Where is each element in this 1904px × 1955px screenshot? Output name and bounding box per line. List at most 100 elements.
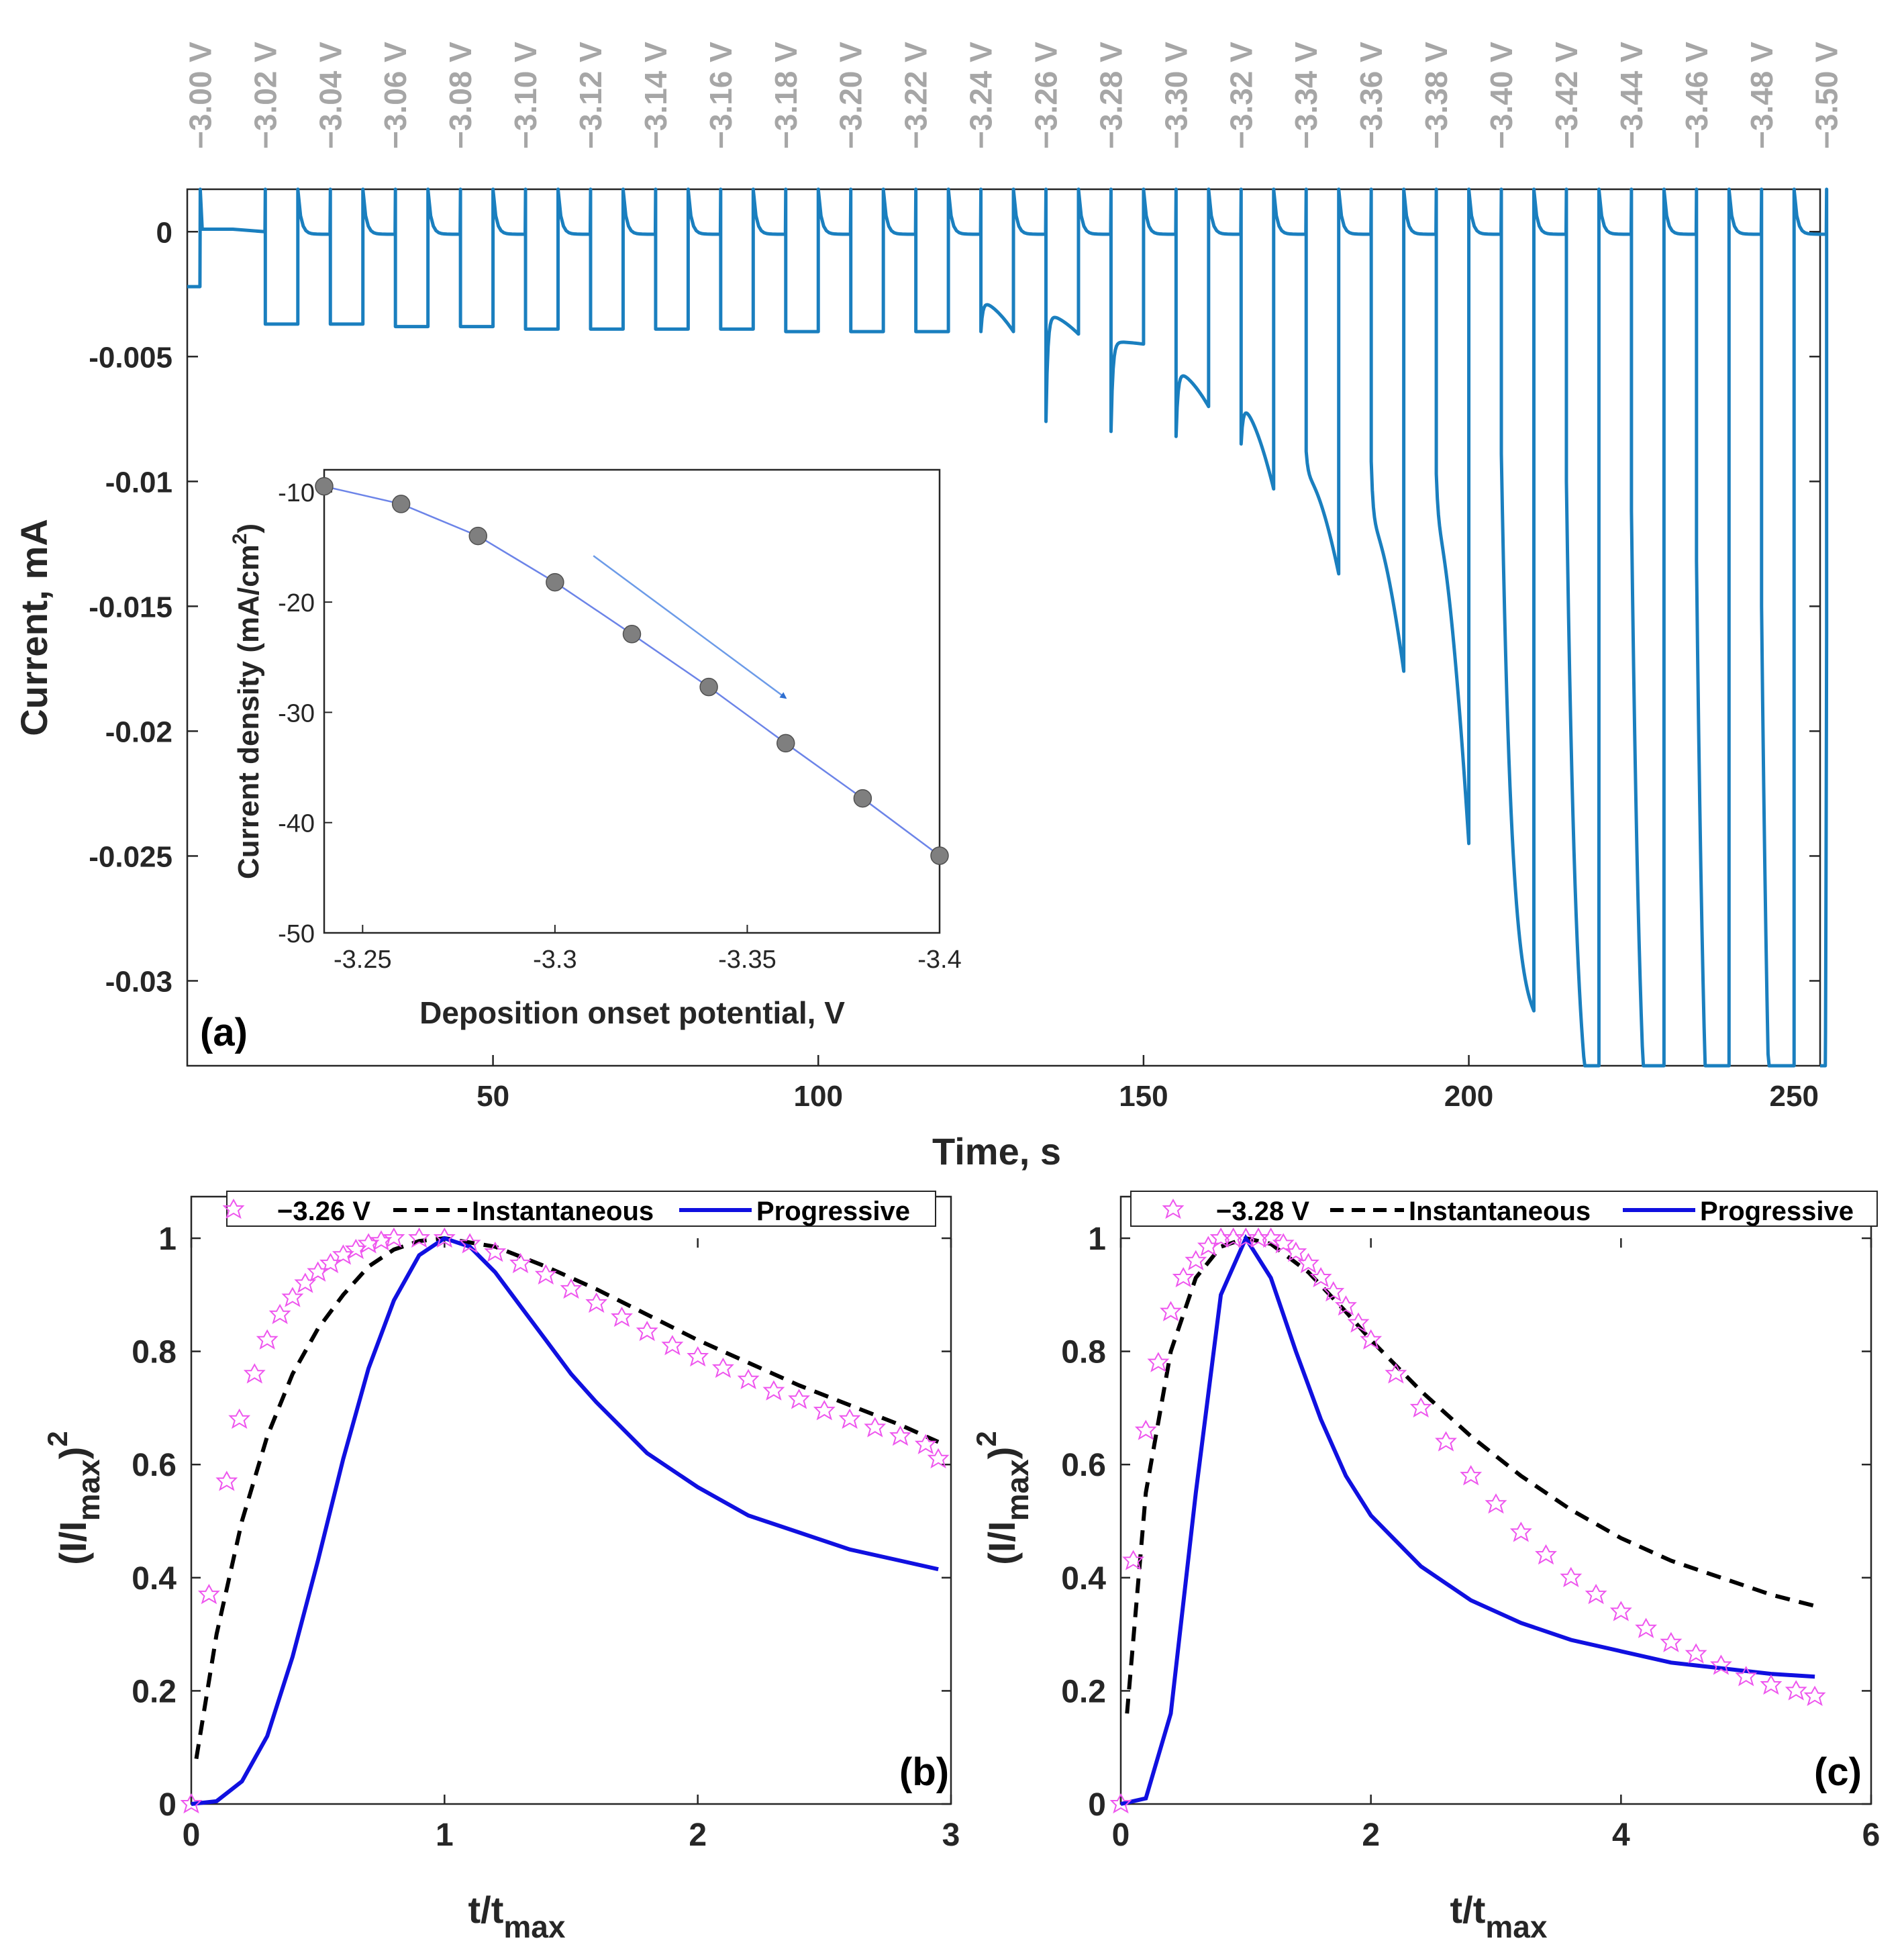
- panel-b-y-tick-label: 1: [158, 1221, 177, 1257]
- panel-c-y-tick-label: 0.8: [1061, 1335, 1106, 1370]
- inset-point: [315, 477, 334, 496]
- panel-c-y-label: (I/Imax)2: [970, 1431, 1035, 1564]
- potential-label: −3.12 V: [573, 42, 608, 149]
- panel-a-y-tick-label: -0.01: [105, 466, 172, 499]
- inset-point: [853, 789, 872, 808]
- potential-label: −3.18 V: [768, 42, 803, 149]
- inset-x-label: Deposition onset potential, V: [419, 995, 845, 1030]
- inset-point: [930, 846, 949, 865]
- panel-b-y-tick-labels: 0 0.2 0.4 0.6 0.8 1: [132, 1221, 177, 1823]
- inset-point: [776, 734, 795, 753]
- panel-b: 0 1 2 3 0 0.2 0.4 0.6 0.8 1 (b) −3.26 V Instanta…: [42, 1191, 960, 1944]
- potential-label: −3.06 V: [378, 42, 413, 149]
- potential-label: −3.36 V: [1354, 42, 1389, 149]
- panel-c-y-label-sup: 2: [970, 1431, 1002, 1446]
- panel-a-label: (a): [200, 1011, 248, 1054]
- panel-b-legend: −3.26 V Instantaneous Progressive: [223, 1191, 936, 1227]
- panel-a-y-tick-label: -0.005: [89, 341, 172, 374]
- inset-point: [699, 677, 718, 697]
- panel-c-y-tick-label: 0.6: [1061, 1448, 1106, 1483]
- panel-b-y-label-sup: 2: [42, 1431, 73, 1446]
- panel-a-x-tick-label: 100: [794, 1080, 843, 1113]
- panel-c-x-tick-label: 0: [1112, 1817, 1130, 1853]
- inset-point: [546, 572, 564, 592]
- potential-label: −3.26 V: [1029, 42, 1064, 149]
- potential-label: −3.02 V: [248, 42, 283, 149]
- inset-y-tick-label: -20: [278, 589, 315, 617]
- inset-y-tick-label: -40: [278, 810, 315, 838]
- potential-label: −3.30 V: [1158, 42, 1193, 149]
- panel-c-y-label-sub: max: [1000, 1459, 1035, 1521]
- potential-label: −3.22 V: [899, 42, 934, 149]
- panel-b-x-tick-label: 0: [183, 1817, 201, 1853]
- panel-c-x-tick-label: 4: [1612, 1817, 1630, 1853]
- panel-b-progressive-curve: [191, 1236, 939, 1806]
- potential-label: −3.10 V: [508, 42, 543, 149]
- panel-c-legend-progressive: Progressive: [1700, 1197, 1854, 1226]
- panel-a: −3.00 V −3.02 V −3.04 V −3.06 V −3.08 V −3.10…: [13, 42, 1844, 1172]
- panel-c-y-label-close: ): [981, 1447, 1023, 1460]
- inset-axes-box: [323, 468, 941, 934]
- panel-a-x-label: Time, s: [932, 1130, 1061, 1172]
- panel-c-y-label-main: (I/I: [981, 1521, 1023, 1564]
- potential-label: −3.40 V: [1484, 42, 1519, 149]
- panel-a-y-tick-label: 0: [156, 216, 172, 249]
- panel-a-y-tick-label: -0.025: [89, 840, 172, 873]
- panel-c-y-tick-label: 1: [1088, 1221, 1106, 1257]
- inset-y-tick-label: -50: [278, 920, 315, 948]
- potential-label: −3.16 V: [703, 42, 738, 149]
- panel-c-y-tick-label: 0: [1088, 1787, 1106, 1823]
- panel-b-legend-data: −3.26 V: [277, 1197, 370, 1226]
- panel-b-y-label-sub: max: [71, 1459, 106, 1521]
- panel-b-y-tick-label: 0.8: [132, 1335, 177, 1370]
- panel-b-x-label-sub: max: [503, 1909, 565, 1944]
- potential-label: −3.20 V: [834, 42, 868, 149]
- panel-c-label: (c): [1814, 1750, 1862, 1794]
- potential-label: −3.28 V: [1093, 42, 1128, 149]
- potential-labels: −3.00 V −3.02 V −3.04 V −3.06 V −3.08 V −3.10…: [183, 42, 1844, 149]
- inset-x-tick-label: -3.35: [718, 946, 776, 974]
- panel-b-label: (b): [899, 1750, 949, 1794]
- panel-b-y-tick-label: 0.2: [132, 1674, 177, 1709]
- inset-x-tick-label: -3.25: [334, 946, 392, 974]
- panel-b-y-tick-label: 0.4: [132, 1561, 177, 1597]
- panel-b-x-tick-labels: 0 1 2 3: [183, 1817, 960, 1853]
- potential-label: −3.24 V: [964, 42, 999, 149]
- inset-point: [622, 625, 642, 644]
- potential-label: −3.08 V: [443, 42, 478, 149]
- potential-label: −3.38 V: [1419, 42, 1454, 149]
- panel-c-legend-box: [1130, 1191, 1878, 1227]
- panel-b-y-tick-label: 0.6: [132, 1448, 177, 1483]
- inset-point: [391, 495, 411, 513]
- panel-a-x-tick-labels: 50 100 150 200 250: [477, 1080, 1819, 1113]
- inset-x-tick-label: -3.3: [533, 946, 577, 974]
- panel-a-y-tick-label: -0.015: [89, 591, 172, 623]
- panel-c-legend-data: −3.28 V: [1216, 1197, 1309, 1226]
- panel-a-y-tick-labels: 0 -0.005 -0.01 -0.015 -0.02 -0.025 -0.03: [89, 216, 172, 998]
- panel-a-axes-box: [186, 188, 1821, 1067]
- panel-a-y-tick-label: -0.02: [105, 715, 172, 748]
- potential-label: −3.00 V: [183, 42, 217, 149]
- potential-label: −3.48 V: [1744, 42, 1779, 149]
- inset-y-label-end: ): [232, 523, 265, 534]
- inset-chart: -3.25 -3.3 -3.35 -3.4 -10 -20 -30 -40 -50 Depos…: [229, 468, 962, 1030]
- panel-a-x-tick-label: 250: [1770, 1080, 1819, 1113]
- inset-y-label: Current density (mA/cm2): [229, 523, 265, 879]
- panel-b-y-label-close: ): [52, 1447, 94, 1460]
- panel-c-legend: −3.28 V Instantaneous Progressive: [1130, 1191, 1878, 1227]
- panel-a-y-label: Current, mA: [13, 519, 55, 736]
- panel-b-x-label-main: t/t: [468, 1889, 504, 1931]
- inset-trend-arrow: [593, 555, 787, 699]
- inset-y-tick-label: -10: [278, 479, 315, 507]
- panel-b-y-tick-label: 0: [158, 1787, 177, 1823]
- potential-label: −3.46 V: [1679, 42, 1714, 149]
- inset-y-tick-label: -30: [278, 699, 315, 728]
- potential-label: −3.42 V: [1549, 42, 1584, 149]
- panel-c-progressive-curve: [1120, 1234, 1815, 1806]
- potential-label: −3.44 V: [1614, 42, 1649, 149]
- panel-b-y-label: (I/Imax)2: [42, 1431, 106, 1564]
- panel-c-x-label: t/tmax: [1450, 1889, 1548, 1944]
- panel-c-instantaneous-curve: [1125, 1236, 1815, 1714]
- panel-c-y-tick-label: 0.2: [1061, 1674, 1106, 1709]
